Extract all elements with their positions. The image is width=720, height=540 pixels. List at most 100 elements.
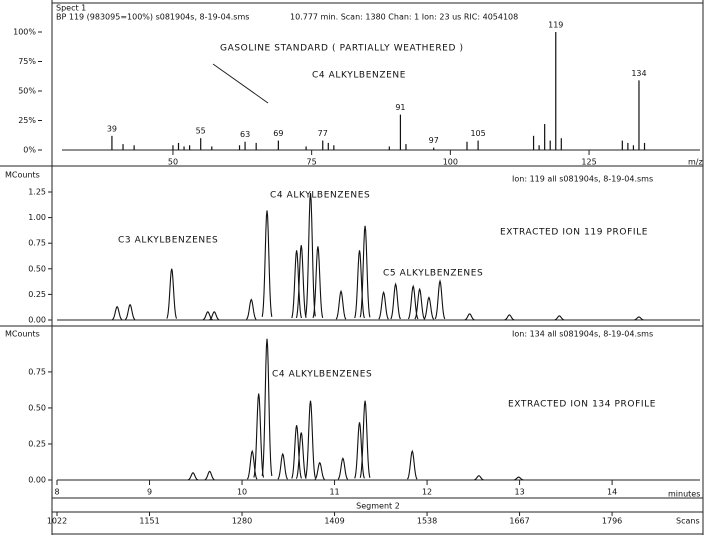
y-tick-label: 25% [18,116,36,125]
y-tick-label: 50% [18,87,36,96]
peak-label: 69 [273,129,283,138]
chromatogram-peak [305,400,316,478]
chromatogram-peak [291,425,302,479]
x-axis-label: m/z [688,158,703,167]
chromatogram-peak [464,313,475,321]
x2-tick-label: 1538 [417,517,437,526]
spectrum-title: Spect 1 [56,4,86,13]
chromatogram-peak [414,287,425,320]
chromatogram-peak [312,246,324,319]
peak-label: 119 [548,21,563,30]
chromatogram-peak [209,311,220,321]
chromatogram-peak [295,245,307,318]
chromatogram-peak [166,268,178,319]
y-tick-label: 1.00 [28,213,46,222]
chromatogram-peak [359,400,371,478]
x-tick-label: 10 [237,488,247,497]
peak-label: 39 [107,124,117,133]
chromatogram-peak [291,250,302,319]
panel-header: Ion: 119 all s081904s, 8-19-04.sms [512,175,653,184]
x-tick-label: 12 [422,488,432,497]
x2-axis-label: Scans [676,517,700,526]
x2-tick-label: 1151 [139,517,159,526]
chromatogram-peak [359,225,371,318]
y-tick-label: 0.75 [28,367,46,376]
chromatogram-peak [337,457,349,480]
peak-label: 97 [429,136,439,145]
y-tick-label: 75% [18,57,36,66]
chromatogram-peak [378,290,389,320]
peak-label: 134 [631,69,646,78]
peak-label: 91 [395,103,405,112]
chromatogram-peak [187,472,199,481]
y-tick-label: 0.50 [28,403,46,412]
chromatogram-peak [634,316,644,321]
chromatogram-peak [354,250,365,319]
panel-header: Ion: 134 all s081904s, 8-19-04.sms [512,330,653,339]
chromatogram-peak [295,432,307,479]
y-tick-label: 1.25 [28,188,46,197]
chromatogram-peak [277,452,289,480]
x-axis-label: minutes [668,490,700,499]
x2-tick-label: 1667 [509,517,529,526]
x-tick-label: 75 [307,158,317,167]
chromatogram-peak [261,210,273,317]
peak-label: 105 [470,129,485,138]
y-tick-label: 0.00 [28,316,46,325]
chromatogram-peak [513,476,524,481]
annotation: EXTRACTED ION 134 PROFILE [508,400,656,410]
x-tick-label: 11 [329,488,339,497]
chromatogram-peak [253,393,265,478]
chromatogram-peak [554,315,565,321]
x-tick-label: 50 [168,158,178,167]
x-tick-label: 100 [443,158,458,167]
x-tick-label: 9 [147,488,152,497]
x2-tick-label: 1796 [602,517,622,526]
chromatogram-peak [314,461,325,480]
chromatogram-peak [111,305,123,321]
x-tick-label: 13 [514,488,524,497]
annotation: C4 ALKYLBENZENES [270,191,370,201]
x2-tick-label: 1280 [232,517,252,526]
y-axis-label: MCounts [5,171,40,180]
chromatogram-peak [261,338,273,477]
chromatogram-peak [124,303,136,320]
scan-info: 10.777 min. Scan: 1380 Chan: 1 Ion: 23 u… [290,13,518,22]
chromatogram-peak [406,449,418,480]
x2-tick-label: 1022 [47,517,67,526]
chromatogram-peak [246,449,258,480]
chromatogram-peak [473,475,484,481]
peak-label: 55 [196,127,206,136]
chromatogram-peak [354,422,365,479]
chromatogram-peak [504,314,515,321]
chromatogram-peak [335,289,347,320]
x2-tick-label: 1409 [324,517,344,526]
chromatogram-peak [204,470,215,481]
x-tick-label: 125 [581,158,596,167]
spectrum-subtitle: BP 119 (983095=100%) s081904s, 8-19-04.s… [56,13,249,22]
chromatogram-peak [246,298,257,320]
annotation: EXTRACTED ION 119 PROFILE [500,228,648,238]
chromatogram-peak [434,279,446,320]
annotation: C3 ALKYLBENZENES [118,236,218,246]
peak-label: 77 [318,129,328,138]
annotation: C4 ALKYLBENZENE [312,71,406,81]
y-tick-label: 0.25 [28,439,46,448]
y-tick-label: 0.25 [28,290,46,299]
peak-label: 63 [240,130,250,139]
x-tick-label: 8 [54,488,59,497]
y-tick-label: 0% [23,146,36,155]
y-tick-label: 0.00 [28,476,46,485]
y-tick-label: 0.50 [28,264,46,273]
chromatogram-peak [305,192,316,317]
y-tick-label: 100% [13,28,36,37]
annotation: C4 ALKYLBENZENES [272,370,372,380]
chromatogram-peak [390,282,401,320]
chromatogram-peak [423,296,435,320]
y-tick-label: 0.75 [28,239,46,248]
x-tick-label: 14 [607,488,617,497]
y-axis-label: MCounts [5,330,40,339]
annotation: C5 ALKYLBENZENES [383,269,483,279]
